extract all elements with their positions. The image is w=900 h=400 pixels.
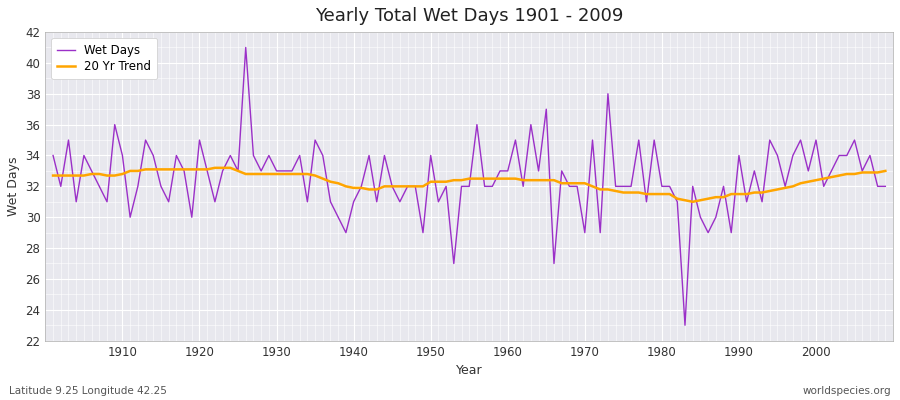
Line: Wet Days: Wet Days (53, 48, 886, 325)
Wet Days (286, 168, 297, 173)
20 Yr Trend (48, 173, 58, 178)
Wet Days (680, 323, 690, 328)
X-axis label: Year: Year (456, 364, 482, 377)
20 Yr Trend (333, 181, 344, 186)
20 Yr Trend (210, 166, 220, 170)
Wet Days (602, 91, 613, 96)
Wet Days (48, 153, 58, 158)
20 Yr Trend (510, 176, 521, 181)
20 Yr Trend (502, 176, 513, 181)
Legend: Wet Days, 20 Yr Trend: Wet Days, 20 Yr Trend (51, 38, 158, 79)
Y-axis label: Wet Days: Wet Days (7, 156, 20, 216)
Wet Days (880, 184, 891, 189)
Text: worldspecies.org: worldspecies.org (803, 386, 891, 396)
Title: Yearly Total Wet Days 1901 - 2009: Yearly Total Wet Days 1901 - 2009 (315, 7, 624, 25)
20 Yr Trend (109, 173, 120, 178)
20 Yr Trend (688, 199, 698, 204)
20 Yr Trend (286, 172, 297, 176)
Line: 20 Yr Trend: 20 Yr Trend (53, 168, 886, 202)
Wet Days (109, 122, 120, 127)
Wet Days (510, 138, 521, 142)
20 Yr Trend (880, 168, 891, 173)
20 Yr Trend (602, 187, 613, 192)
Wet Days (240, 45, 251, 50)
Text: Latitude 9.25 Longitude 42.25: Latitude 9.25 Longitude 42.25 (9, 386, 166, 396)
Wet Days (502, 168, 513, 173)
Wet Days (333, 215, 344, 220)
